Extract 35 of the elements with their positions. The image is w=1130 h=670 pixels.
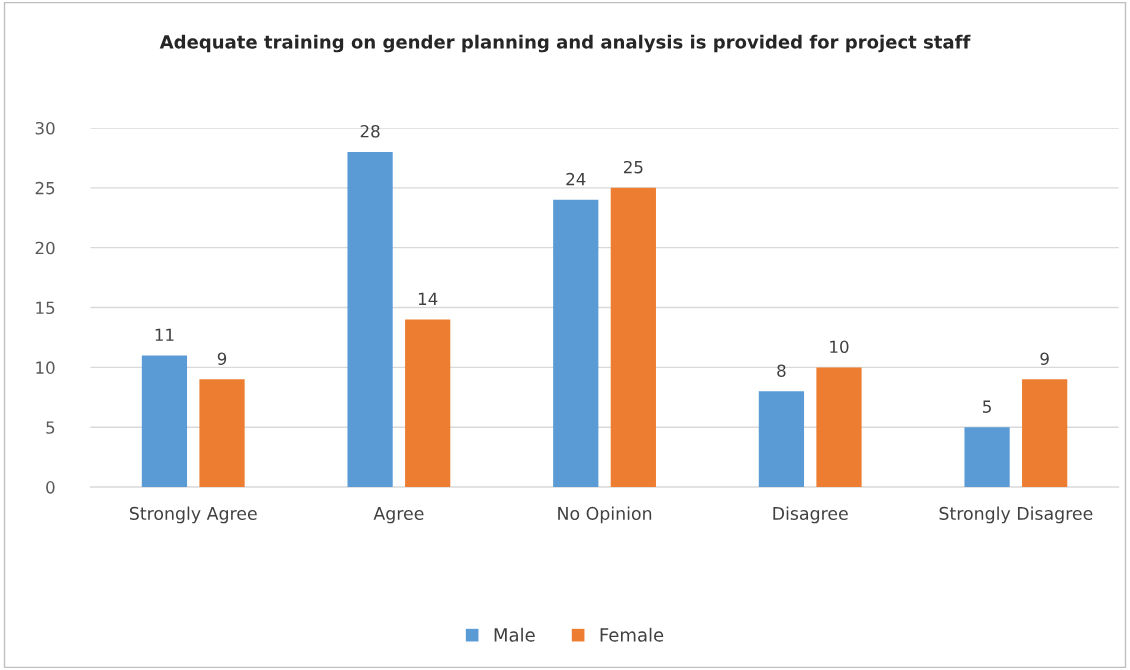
x-tick-label: Strongly Agree bbox=[129, 506, 257, 524]
y-tick-label: 25 bbox=[35, 181, 55, 195]
y-tick-label: 10 bbox=[36, 361, 55, 374]
data-label: 9 bbox=[1040, 352, 1049, 366]
x-tick-label: Agree bbox=[373, 507, 424, 524]
x-tick-label: No Opinion bbox=[558, 506, 652, 524]
x-tick-label: Strongly Disagree bbox=[939, 506, 1093, 524]
data-label: 28 bbox=[360, 124, 380, 138]
chart-title: Adequate training on gender planning and analysis is provided for project staff bbox=[159, 34, 971, 53]
data-label: 10 bbox=[830, 340, 849, 354]
data-label: 8 bbox=[777, 364, 786, 377]
bar bbox=[141, 355, 188, 488]
y-tick-label: 5 bbox=[46, 421, 55, 434]
x-tick-label: Disagree bbox=[773, 506, 848, 524]
y-tick-label: 20 bbox=[35, 241, 55, 255]
data-label: 14 bbox=[418, 292, 438, 305]
bar bbox=[758, 391, 805, 488]
bar bbox=[405, 319, 451, 488]
data-label: 9 bbox=[217, 352, 227, 366]
bar bbox=[816, 367, 862, 488]
y-tick-label: 0 bbox=[46, 481, 55, 494]
legend-label: Female bbox=[600, 627, 664, 642]
data-label: 24 bbox=[566, 172, 586, 186]
bar bbox=[1022, 379, 1068, 488]
data-label: 25 bbox=[623, 160, 643, 174]
bar bbox=[610, 187, 656, 488]
bar bbox=[964, 427, 1010, 488]
y-tick-label: 30 bbox=[35, 121, 55, 135]
y-tick-label: 15 bbox=[36, 301, 55, 315]
bar bbox=[553, 199, 599, 488]
legend-label: Male bbox=[494, 627, 535, 642]
bar bbox=[347, 151, 393, 488]
bar bbox=[199, 379, 245, 488]
data-label: 11 bbox=[155, 328, 174, 341]
data-label: 5 bbox=[983, 400, 991, 413]
